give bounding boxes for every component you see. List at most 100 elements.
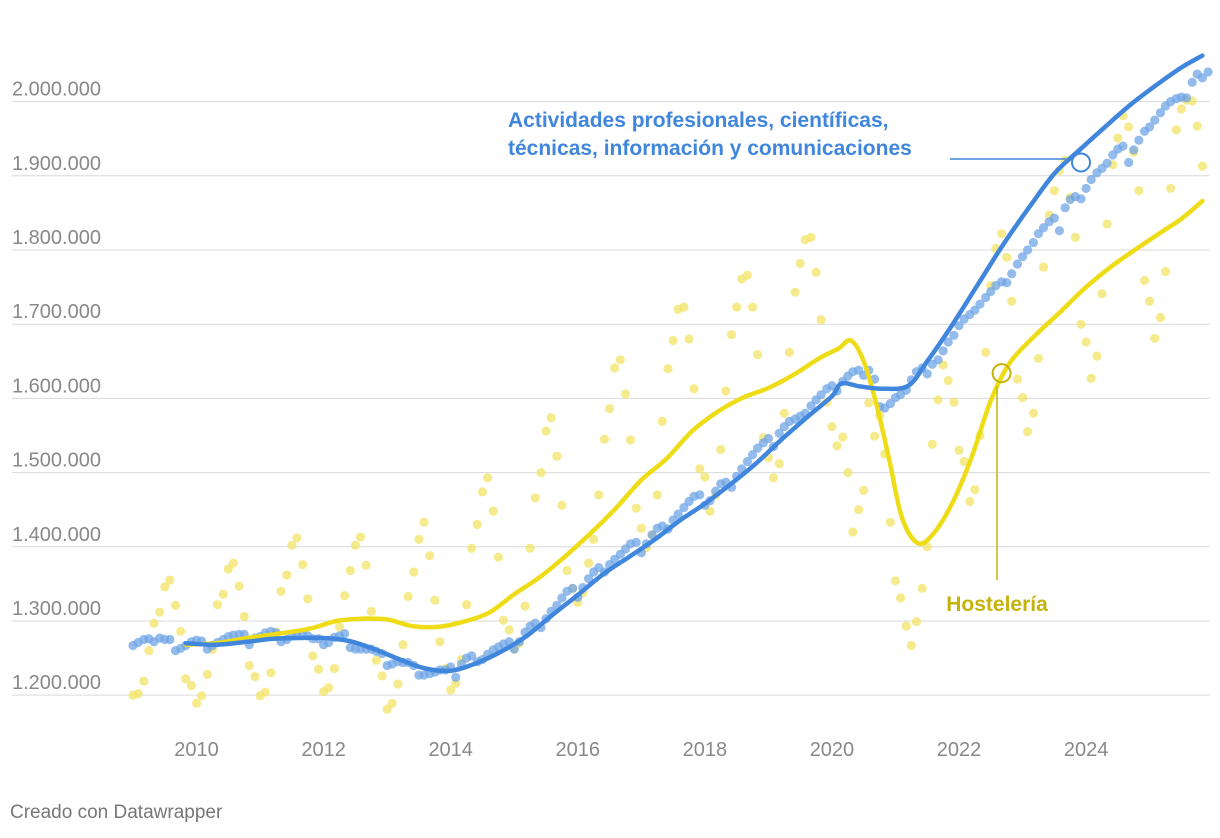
hosteleria-dot [218,589,228,599]
hosteleria-dot [202,669,212,679]
profesionales-dot [568,583,578,593]
hosteleria-dot [895,593,906,603]
hosteleria-dot [228,558,238,568]
hosteleria-dot [493,552,503,562]
hosteleria-dot [747,302,758,312]
hosteleria-dot [435,637,445,647]
hosteleria-dot [425,551,435,561]
profesionales-dot [451,672,461,682]
hosteleria-dot [885,517,895,527]
profesionales-dot [165,634,175,645]
hosteleria-dot [165,575,175,585]
y-tick-label: 1.400.000 [12,524,101,546]
x-tick-label: 2020 [810,739,855,761]
profesionales-dot [1129,145,1139,155]
hosteleria-dot [981,347,991,357]
hosteleria-dot [1002,252,1012,263]
hosteleria-dot [482,473,493,483]
blue-annotation-line1: Actividades profesionales, científicas, [508,109,888,132]
hosteleria-dot [604,404,615,414]
profesionales-dot [1060,203,1070,213]
hosteleria-dot [250,672,260,682]
hosteleria-dot [1049,186,1059,196]
hosteleria-dot [170,600,181,610]
hosteleria-dot [329,663,340,674]
hosteleria-dot [752,350,763,360]
hosteleria-dot [430,595,440,605]
hosteleria-dot [854,505,864,515]
profesionales-dot [774,428,784,438]
hosteleria-dot [1086,373,1096,383]
hosteleria-dot [827,421,837,432]
hosteleria-dot [620,389,631,399]
hosteleria-dot [1033,353,1044,363]
hosteleria-dot [1092,351,1102,361]
hosteleria-dot [1081,337,1091,347]
blue-annotation-marker [1071,152,1092,173]
profesionales-dot [1181,93,1192,103]
y-tick-label: 1.700.000 [12,301,101,323]
hosteleria-dot [943,375,953,386]
hosteleria-dot [298,559,308,570]
hosteleria-dot [811,267,821,277]
hosteleria-dot [339,591,350,601]
hosteleria-dot [155,607,165,617]
profesionales-dot [922,369,932,379]
hosteleria-dot [774,459,784,469]
hosteleria-dot [1124,122,1134,132]
hosteleria-dot [583,558,594,568]
hosteleria-dot [668,335,678,346]
hosteleria-dot [234,581,244,591]
profesionales-dot [1017,252,1028,262]
hosteleria-dot [520,601,530,611]
hosteleria-dot [631,503,641,513]
hosteleria-dot [911,617,922,627]
profesionales-dot [1086,174,1096,185]
hosteleria-dot [970,485,980,495]
profesionales-dot [1145,122,1155,132]
hosteleria-dot [546,413,556,423]
profesionales-dot [763,433,773,444]
hosteleria-dot [1166,183,1176,194]
profesionales-dot [339,628,350,639]
hosteleria-dot [657,416,667,426]
hosteleria-dot [530,493,540,503]
blue-annotation-line2: técnicas, información y comunicaciones [508,137,912,160]
yellow-annotation-marker [991,363,1012,384]
hosteleria-dot [160,582,170,592]
y-axis-tick-labels: 1.200.000 1.300.000 1.400.000 1.500.000 1.60… [12,79,101,695]
hosteleria-dot [1134,186,1144,196]
hosteleria-dot [927,439,937,449]
hosteleria-dot [779,408,789,418]
hosteleria-dot [419,517,429,527]
profesionales-dot [1049,213,1059,223]
profesionales-dot [1028,237,1038,248]
hosteleria-dot [1171,125,1181,135]
hosteleria-dot [732,302,742,312]
hosteleria-dot [461,600,472,610]
hosteleria-dot [477,487,488,497]
hosteleria-dot [795,258,805,268]
hosteleria-dot [1155,312,1166,323]
hosteleria-dot [1007,296,1017,306]
hosteleria-dot [244,660,254,671]
profesionales-dot [1187,77,1197,87]
hosteleria-dot [768,473,779,483]
hosteleria-dot [636,523,646,533]
y-tick-label: 1.600.000 [12,375,101,397]
y-tick-label: 2.000.000 [12,79,101,101]
hosteleria-dot [1017,393,1028,403]
hosteleria-dot [869,431,880,441]
profesionales-dot [1007,269,1017,279]
profesionales-dot [1150,115,1160,125]
profesionales-dot [1134,135,1144,145]
hosteleria-dot [350,540,360,550]
hosteleria-dot [1102,219,1112,229]
hosteleria-dot [313,664,324,674]
hosteleria-dot [149,618,159,628]
hosteleria-dot [1070,232,1080,242]
profesionales-dot [1118,141,1128,151]
hosteleria-dot [684,334,694,344]
hosteleria-trend-line [183,198,1205,647]
